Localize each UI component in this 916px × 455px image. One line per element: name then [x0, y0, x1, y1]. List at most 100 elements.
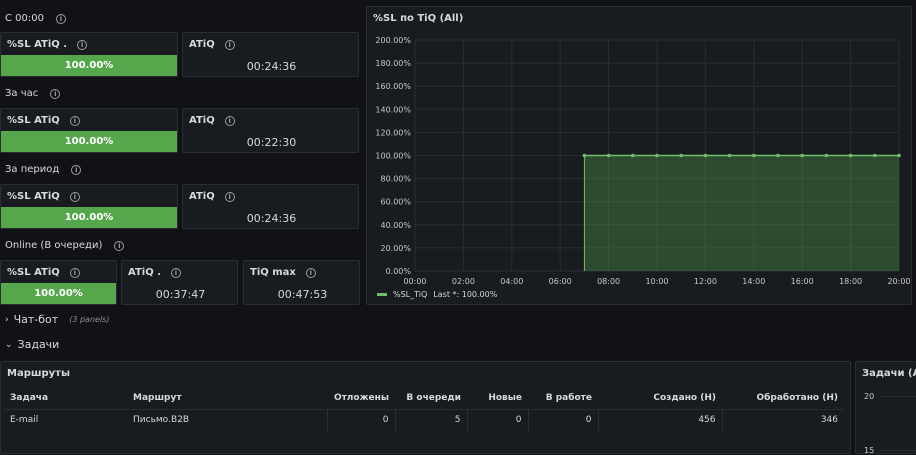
table-header-row: Задача Маршрут Отложены В очереди Новые …	[4, 387, 844, 410]
header-queued[interactable]: В очереди	[395, 387, 467, 410]
data-point	[679, 153, 683, 158]
tiqmax-panel-online: TiQ max i 00:47:53	[243, 260, 360, 305]
sl-atiq-panel-c00: %SL ATiQ .i 100.00%	[0, 32, 178, 77]
cell-new: 0	[467, 409, 529, 431]
panel-title: ATiQ i	[189, 191, 235, 202]
sl-atiq-panel-online: %SL ATiQ i 100.00%	[0, 260, 117, 305]
header-processed[interactable]: Обработано (Н)	[722, 387, 844, 410]
info-icon[interactable]: i	[55, 13, 66, 24]
x-tick-label: 06:00	[549, 277, 572, 286]
panel-title: %SL ATiQ i	[7, 191, 80, 202]
y-tick-label: 100.00%	[375, 152, 411, 161]
tasks-tick-15: 15	[864, 446, 875, 455]
data-point	[606, 153, 611, 158]
header-created[interactable]: Создано (Н)	[598, 387, 722, 410]
header-in-work[interactable]: В работе	[528, 387, 598, 410]
header-task[interactable]: Задача	[4, 387, 127, 410]
info-icon[interactable]: i	[305, 267, 316, 278]
sl-atiq-panel-period: %SL ATiQ i 100.00%	[0, 184, 178, 229]
cell-in-work: 0	[528, 409, 599, 431]
section-c00-label: С 00:00	[5, 13, 44, 24]
panel-title: TiQ max i	[250, 267, 316, 278]
sl-value-bar: 100.00%	[1, 55, 177, 76]
tiqmax-value: 00:47:53	[277, 288, 328, 301]
info-icon[interactable]: i	[69, 267, 80, 278]
info-icon[interactable]: i	[114, 240, 125, 251]
data-point	[897, 153, 901, 158]
section-title-c00: С 00:00 i	[5, 13, 66, 24]
series-area	[584, 155, 899, 271]
info-icon[interactable]: i	[69, 115, 80, 126]
row-chatbot-meta: (3 panels)	[69, 315, 110, 324]
data-point	[873, 153, 877, 158]
row-tasks[interactable]: ⌄ Задачи	[5, 338, 59, 351]
row-tasks-label: Задачи	[17, 338, 60, 351]
panel-title: %SL ATiQ .i	[7, 39, 88, 50]
info-icon[interactable]: i	[69, 191, 80, 202]
header-new[interactable]: Новые	[467, 387, 528, 410]
grid-line	[880, 450, 916, 451]
info-icon[interactable]: i	[171, 267, 181, 278]
data-point	[582, 153, 587, 158]
info-icon[interactable]: i	[50, 88, 61, 99]
y-tick-label: 160.00%	[375, 82, 411, 91]
chart-legend[interactable]: %SL_TiQ Last *: 100.00%	[377, 290, 497, 299]
info-icon[interactable]: i	[224, 115, 235, 126]
panel-title: %SL ATiQ i	[7, 267, 80, 278]
legend-stat: Last *: 100.00%	[433, 290, 498, 299]
legend-label: %SL_TiQ	[393, 290, 428, 299]
y-tick-label: 20.00%	[380, 244, 411, 253]
atiq-panel-period: ATiQ i 00:24:36	[182, 184, 359, 229]
y-tick-label: 200.00%	[375, 36, 411, 45]
section-title-period: За период i	[5, 164, 82, 175]
panel-title: ATiQ i	[189, 115, 235, 126]
chevron-down-icon: ⌄	[5, 339, 13, 350]
atiq-value: 00:24:36	[246, 60, 297, 73]
row-chatbot[interactable]: › Чат-бот (3 panels)	[5, 313, 109, 326]
cell-task: E-mail	[10, 415, 39, 426]
x-tick-label: 12:00	[694, 277, 717, 286]
info-icon[interactable]: i	[224, 191, 235, 202]
sl-value-bar: 100.00%	[1, 207, 177, 228]
sl-value-bar: 100.00%	[1, 131, 177, 152]
y-tick-label: 140.00%	[375, 105, 411, 114]
info-icon[interactable]: i	[71, 164, 82, 175]
table-row[interactable]: E-mail Письмо.B2B 0 5 0 0 456 346	[4, 409, 844, 431]
x-tick-label: 00:00	[403, 277, 426, 286]
cell-route: Письмо.B2B	[127, 409, 328, 431]
header-route[interactable]: Маршрут	[127, 387, 327, 410]
data-point	[655, 153, 659, 158]
x-tick-label: 10:00	[645, 277, 668, 286]
panel-title: %SL ATiQ i	[7, 115, 80, 126]
y-tick-label: 0.00%	[386, 267, 412, 276]
y-tick-label: 180.00%	[375, 59, 411, 68]
data-point	[800, 153, 804, 158]
section-period-label: За период	[5, 164, 60, 175]
legend-swatch	[377, 293, 387, 296]
data-point	[824, 153, 829, 158]
data-point	[752, 153, 756, 158]
x-tick-label: 16:00	[791, 277, 814, 286]
x-tick-label: 20:00	[887, 277, 910, 286]
info-icon[interactable]: i	[224, 39, 235, 50]
data-point	[703, 153, 708, 158]
atiq-panel-c00: ATiQ i 00:24:36	[182, 32, 359, 77]
info-icon[interactable]: i	[77, 39, 88, 50]
chevron-right-icon: ›	[5, 314, 9, 325]
panel-title: ATiQ i	[189, 39, 235, 50]
section-title-online: Online (В очереди) i	[5, 240, 125, 251]
header-postponed[interactable]: Отложены	[327, 387, 395, 410]
atiq-panel-online: ATiQ .i 00:37:47	[121, 260, 238, 305]
data-point	[631, 153, 635, 158]
tasks-tick-20: 20	[864, 392, 875, 401]
atiq-panel-hour: ATiQ i 00:22:30	[182, 108, 359, 153]
x-tick-label: 08:00	[597, 277, 620, 286]
x-tick-label: 02:00	[452, 277, 475, 286]
x-tick-label: 14:00	[742, 277, 765, 286]
atiq-value: 00:24:36	[246, 212, 297, 225]
panel-title: ATiQ .i	[128, 267, 181, 278]
sl-tiq-chart-panel: %SL по TiQ (All) 200.00% 180.00% 160.00% 14…	[366, 6, 912, 305]
grid-line	[880, 396, 916, 397]
y-tick-label: 60.00%	[380, 198, 411, 207]
tasks-all-title: Задачи (All)	[862, 368, 916, 379]
